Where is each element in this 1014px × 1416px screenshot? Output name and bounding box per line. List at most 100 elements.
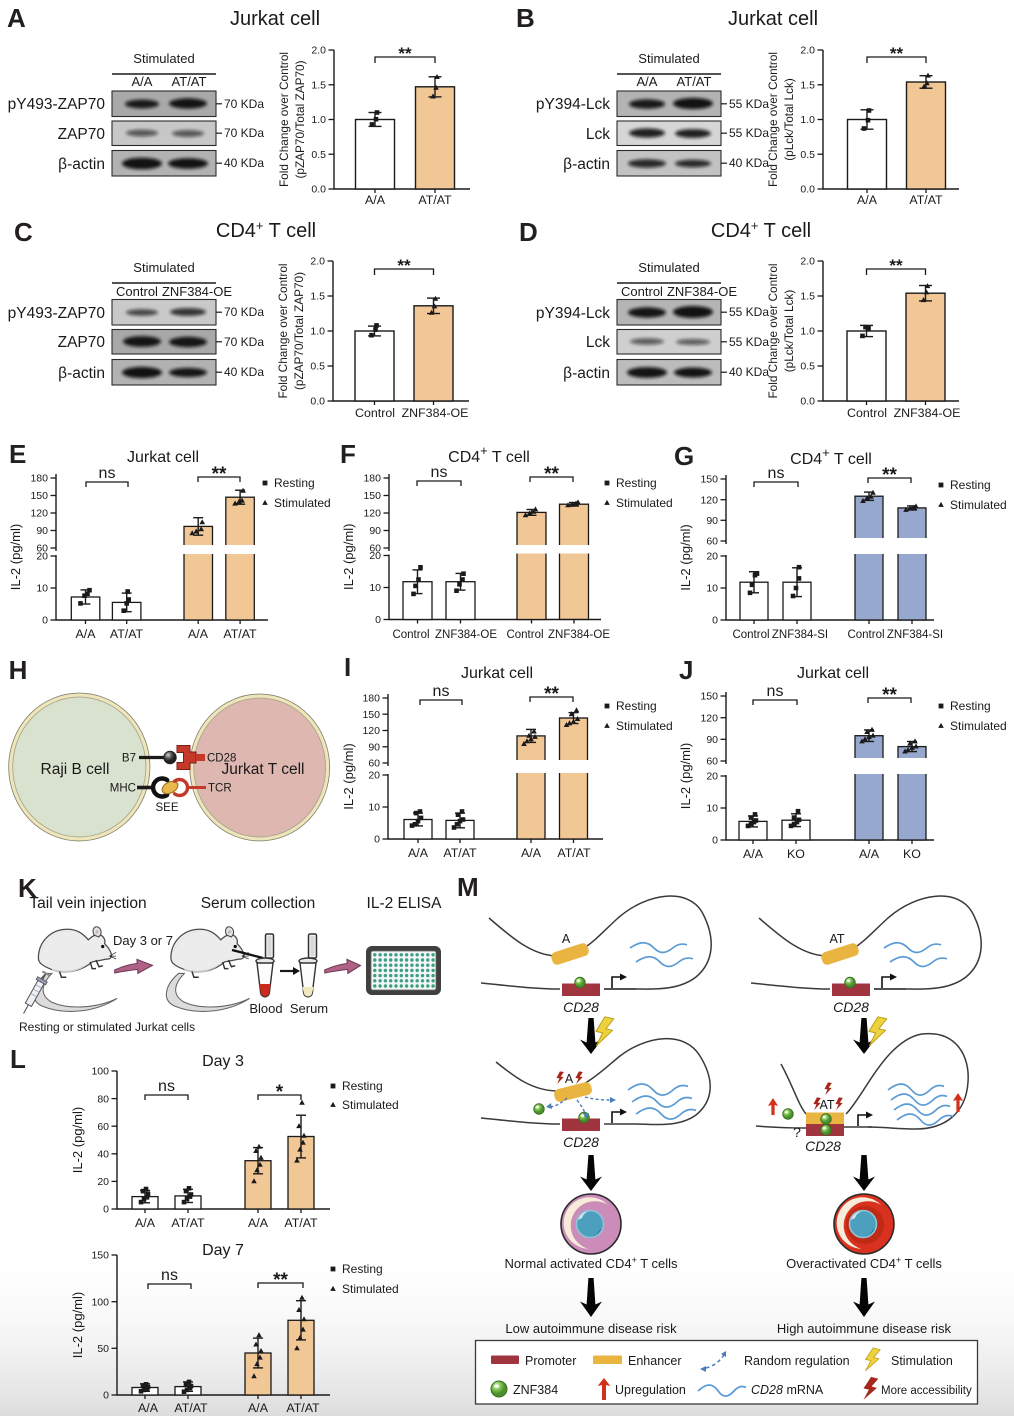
svg-text:Random regulation: Random regulation [744, 1354, 850, 1368]
svg-text:B7: B7 [122, 753, 136, 765]
svg-text:IL-2 (pg/ml): IL-2 (pg/ml) [341, 743, 356, 809]
svg-text:180: 180 [362, 693, 380, 705]
svg-text:AT/AT: AT/AT [557, 846, 591, 860]
svg-text:ns: ns [768, 465, 785, 482]
svg-text:AT/AT: AT/AT [286, 1401, 320, 1415]
svg-text:Resting: Resting [342, 1262, 383, 1276]
svg-text:AT/AT: AT/AT [174, 1401, 208, 1415]
svg-text:55 KDa: 55 KDa [729, 126, 769, 140]
svg-text:0: 0 [374, 834, 380, 846]
svg-text:CD4+ T cell: CD4+ T cell [448, 443, 530, 467]
svg-text:20: 20 [706, 771, 718, 783]
svg-text:1.0: 1.0 [311, 114, 326, 126]
svg-text:Resting: Resting [342, 1079, 383, 1093]
svg-text:CD28 mRNA: CD28 mRNA [751, 1383, 824, 1397]
svg-text:150: 150 [30, 490, 48, 502]
svg-text:Jurkat T cell: Jurkat T cell [222, 761, 305, 778]
svg-text:60: 60 [369, 543, 381, 555]
svg-text:100: 100 [91, 1296, 109, 1308]
svg-text:150: 150 [363, 490, 381, 502]
svg-text:60: 60 [706, 756, 718, 768]
svg-text:AT/AT: AT/AT [418, 193, 452, 207]
svg-text:AT/AT: AT/AT [284, 1216, 318, 1230]
svg-text:A/A: A/A [408, 846, 429, 860]
svg-text:150: 150 [700, 691, 718, 703]
svg-text:Day 3: Day 3 [202, 1053, 244, 1070]
svg-text:A/A: A/A [365, 193, 386, 207]
svg-text:120: 120 [700, 712, 718, 724]
svg-text:Stimulated: Stimulated [616, 496, 673, 510]
svg-text:10: 10 [368, 802, 380, 814]
svg-text:MHC: MHC [110, 783, 136, 795]
svg-text:90: 90 [369, 525, 381, 537]
svg-text:ZAP70: ZAP70 [58, 334, 106, 351]
svg-text:10: 10 [36, 583, 48, 595]
svg-text:Jurkat cell: Jurkat cell [230, 8, 320, 30]
svg-text:Lck: Lck [586, 334, 610, 351]
svg-text:150: 150 [700, 474, 718, 486]
svg-text:70 KDa: 70 KDa [224, 97, 264, 111]
svg-text:**: ** [544, 464, 559, 485]
svg-text:60: 60 [706, 536, 718, 548]
svg-text:2.0: 2.0 [800, 256, 815, 268]
svg-text:0: 0 [375, 614, 381, 626]
svg-text:55 KDa: 55 KDa [729, 335, 769, 349]
svg-text:70 KDa: 70 KDa [224, 305, 264, 319]
svg-text:β-actin: β-actin [563, 156, 610, 173]
svg-text:**: ** [398, 44, 412, 63]
svg-text:E: E [9, 439, 26, 469]
svg-text:C: C [14, 217, 33, 247]
svg-text:IL-2 (pg/ml): IL-2 (pg/ml) [678, 743, 693, 809]
svg-text:ZNF384: ZNF384 [513, 1383, 558, 1397]
svg-text:Jurkat cell: Jurkat cell [127, 449, 199, 466]
svg-text:β-actin: β-actin [58, 156, 105, 173]
svg-text:90: 90 [368, 742, 380, 754]
svg-text:CD4+ T cell: CD4+ T cell [216, 218, 316, 243]
svg-text:A/A: A/A [637, 74, 658, 89]
svg-text:60: 60 [368, 758, 380, 770]
svg-text:?: ? [793, 1124, 801, 1140]
svg-text:ZAP70: ZAP70 [58, 126, 106, 143]
svg-text:70 KDa: 70 KDa [224, 335, 264, 349]
svg-text:IL-2 (pg/ml): IL-2 (pg/ml) [8, 524, 23, 590]
svg-text:90: 90 [706, 734, 718, 746]
svg-text:0.0: 0.0 [800, 184, 815, 196]
svg-text:A/A: A/A [743, 847, 764, 861]
svg-text:β-actin: β-actin [58, 365, 105, 382]
svg-text:120: 120 [700, 494, 718, 506]
svg-text:CD28: CD28 [805, 1138, 841, 1154]
svg-text:90: 90 [36, 525, 48, 537]
svg-text:0.5: 0.5 [800, 149, 815, 161]
svg-text:β-actin: β-actin [563, 365, 610, 382]
svg-text:Control: Control [621, 284, 663, 299]
svg-text:More accessibility: More accessibility [881, 1385, 972, 1397]
svg-text:1.5: 1.5 [310, 291, 325, 303]
svg-text:Serum: Serum [290, 1001, 328, 1016]
svg-text:Control: Control [116, 284, 158, 299]
svg-text:A/A: A/A [132, 74, 153, 89]
svg-text:80: 80 [97, 1093, 109, 1105]
svg-text:*: * [276, 1082, 284, 1103]
svg-text:SEE: SEE [155, 802, 178, 814]
svg-text:**: ** [882, 465, 897, 486]
svg-text:Upregulation: Upregulation [615, 1383, 686, 1397]
svg-text:Fold Change over Control: Fold Change over Control [766, 52, 780, 187]
svg-text:1.5: 1.5 [800, 291, 815, 303]
svg-text:0.5: 0.5 [310, 361, 325, 373]
svg-text:120: 120 [362, 725, 380, 737]
svg-text:M: M [457, 872, 479, 902]
svg-text:**: ** [544, 684, 559, 705]
svg-text:Fold Change over Control: Fold Change over Control [766, 263, 780, 398]
svg-text:pY394-Lck: pY394-Lck [536, 96, 610, 113]
svg-text:pY493-ZAP70: pY493-ZAP70 [8, 305, 106, 322]
svg-text:AT/AT: AT/AT [909, 193, 943, 207]
svg-text:J: J [679, 655, 693, 685]
svg-text:CD28: CD28 [833, 999, 869, 1015]
svg-text:A/A: A/A [135, 1216, 156, 1230]
svg-text:Resting: Resting [274, 476, 315, 490]
svg-text:A/A: A/A [248, 1401, 269, 1415]
svg-text:Stimulated: Stimulated [342, 1098, 399, 1112]
svg-text:A: A [7, 3, 26, 33]
svg-text:Jurkat cell: Jurkat cell [461, 665, 533, 682]
svg-text:55 KDa: 55 KDa [729, 305, 769, 319]
